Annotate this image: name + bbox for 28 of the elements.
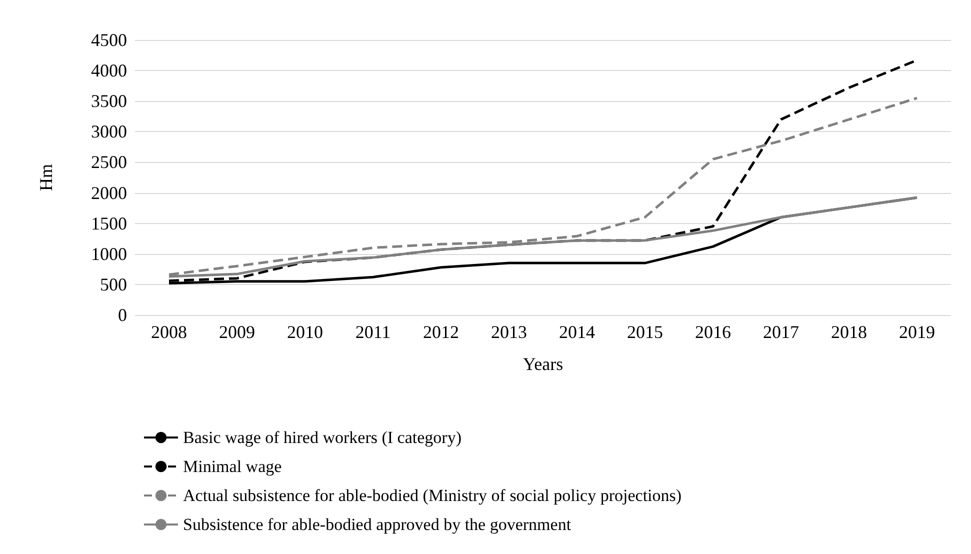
x-tick-label: 2009 (219, 322, 255, 342)
y-tick-label: 2000 (91, 182, 127, 203)
x-tick-label: 2016 (695, 322, 731, 342)
x-tick-label: 2017 (763, 322, 799, 342)
y-tick-label: 3000 (91, 122, 127, 142)
x-axis-title: Years (522, 354, 564, 374)
x-tick-label: 2015 (627, 322, 663, 342)
legend-label: Subsistence for able-bodied approved by the government (183, 515, 572, 534)
y-tick-label: 3500 (91, 91, 127, 112)
y-tick-label: 1500 (91, 213, 127, 234)
x-tick-label: 2013 (491, 322, 527, 342)
x-tick-label: 2019 (899, 322, 935, 342)
y-tick-label: 500 (100, 274, 127, 294)
y-tick-label: 4000 (91, 60, 127, 81)
x-tick-label: 2018 (831, 322, 867, 342)
y-tick-label: 0 (118, 305, 127, 325)
x-tick-label: 2012 (423, 322, 459, 342)
y-tick-label: 2500 (91, 152, 127, 172)
y-axis-title: Нm (36, 164, 56, 191)
x-tick-label: 2011 (355, 322, 391, 342)
legend-label: Minimal wage (183, 457, 282, 476)
x-tick-label: 2008 (151, 322, 187, 342)
x-tick-label: 2010 (287, 322, 323, 342)
y-tick-label: 4500 (91, 30, 127, 50)
x-tick-label: 2014 (559, 322, 595, 342)
legend-label: Actual subsistence for able-bodied (Ministry of social policy projections) (183, 486, 682, 505)
y-tick-label: 1000 (91, 244, 127, 264)
legend-label: Basic wage of hired workers (I category) (183, 428, 462, 447)
